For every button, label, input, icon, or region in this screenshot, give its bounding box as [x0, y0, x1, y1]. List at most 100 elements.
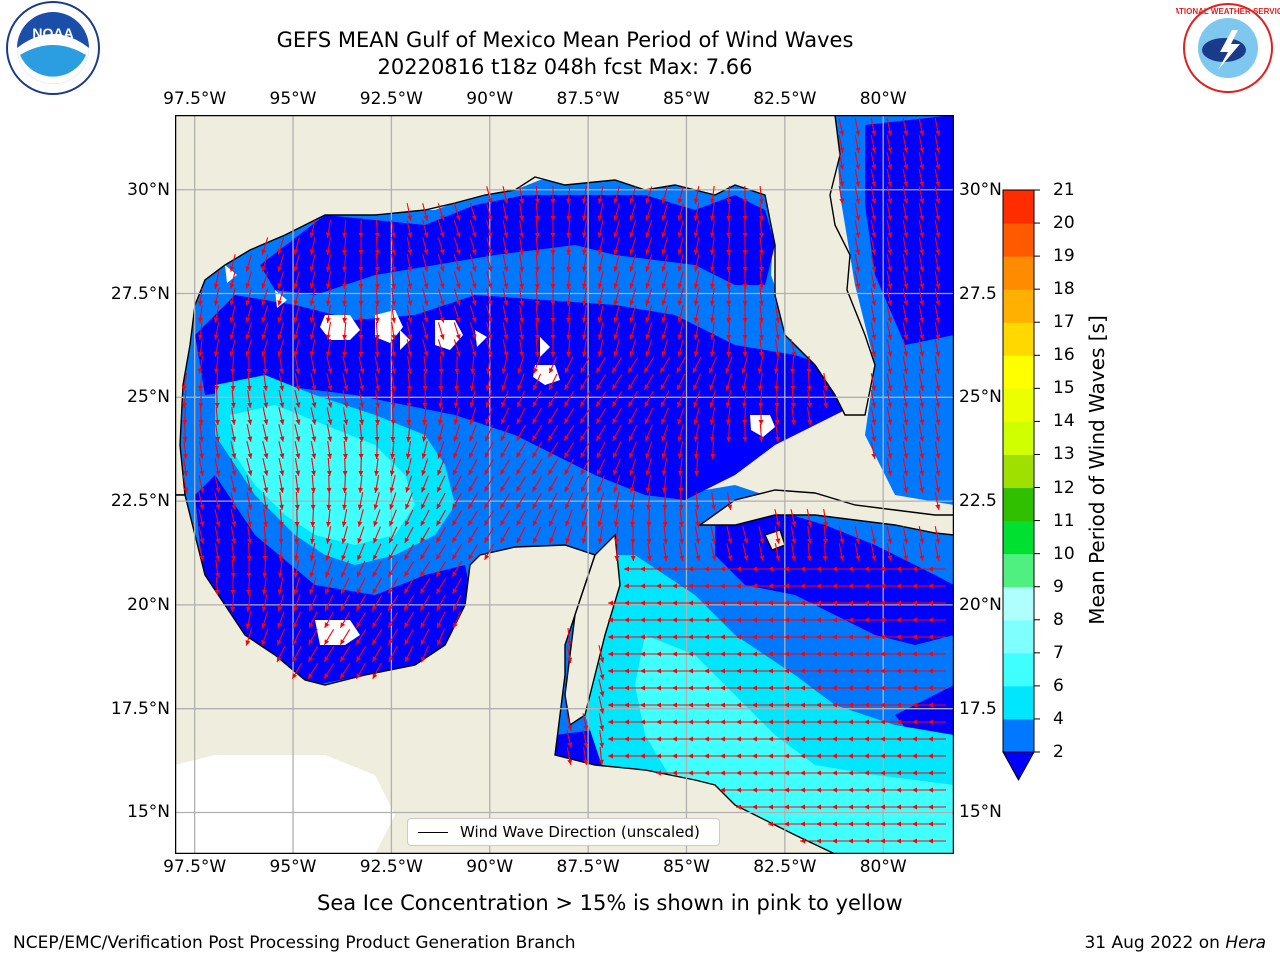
wave-arrow-head	[229, 300, 235, 306]
wave-arrow-head	[263, 385, 268, 391]
wave-arrow-head	[645, 300, 651, 306]
wave-arrow-head	[597, 232, 603, 238]
wave-arrow-head	[262, 556, 268, 561]
wave-arrow-head	[912, 566, 917, 572]
wave-arrow-head	[294, 555, 299, 561]
wave-arrow-head	[816, 634, 821, 640]
wave-arrow-head	[183, 487, 189, 493]
wave-arrow-head	[919, 385, 925, 391]
wave-arrow-head	[549, 384, 554, 390]
wave-arrow-head	[455, 300, 461, 306]
wave-arrow-head	[758, 385, 763, 391]
wave-arrow-head	[407, 283, 413, 289]
wave-arrow-head	[326, 521, 331, 527]
wave-arrow-head	[720, 753, 725, 759]
wave-arrow-head	[487, 317, 493, 323]
wave-arrow-head	[391, 283, 396, 289]
wave-arrow-head	[742, 402, 747, 408]
wave-arrow-head	[455, 215, 461, 221]
wave-arrow-head	[688, 617, 693, 623]
wave-arrow-head	[758, 317, 764, 323]
wave-arrow-head	[720, 600, 725, 606]
wave-arrow-head	[423, 317, 429, 323]
wave-arrow-head	[896, 668, 901, 674]
wave-arrow-head	[832, 685, 837, 691]
wave-arrow-head	[293, 622, 298, 629]
wave-arrow-head	[246, 606, 251, 612]
wave-arrow-head	[423, 266, 429, 272]
wave-arrow-head	[309, 317, 315, 323]
wave-arrow-head	[919, 130, 925, 136]
wave-arrow-head	[800, 821, 805, 827]
wave-arrow-head	[404, 588, 409, 594]
wave-arrow-head	[629, 487, 635, 493]
wave-arrow-head	[896, 617, 901, 623]
wave-arrow-head	[693, 384, 698, 391]
lat-tick-left: 20°N	[127, 594, 170, 615]
map-frame	[175, 115, 954, 854]
wave-arrow-head	[277, 351, 283, 357]
wave-arrow-head	[758, 436, 764, 442]
wave-arrow-head	[455, 283, 461, 289]
wave-arrow-head	[516, 418, 522, 424]
wave-arrow-head	[245, 640, 251, 646]
wave-arrow-head	[758, 283, 764, 289]
wave-arrow-head	[784, 634, 789, 640]
wave-arrow-head	[758, 232, 764, 238]
wave-arrow-head	[532, 418, 538, 424]
lon-tick-bottom: 95°W	[269, 857, 317, 877]
wave-arrow-head	[709, 419, 715, 425]
wave-arrow-head	[247, 504, 253, 510]
wave-arrow-head	[709, 367, 714, 374]
wave-arrow-head	[261, 606, 267, 612]
wave-arrow-head	[420, 537, 426, 543]
wave-arrow-head	[640, 583, 645, 589]
wave-arrow-head	[672, 583, 677, 589]
wave-arrow-head	[373, 487, 379, 493]
wave-arrow-head	[358, 436, 364, 442]
wave-arrow-head	[864, 753, 869, 759]
wave-arrow-head	[736, 702, 741, 708]
wave-arrow-head	[661, 283, 667, 289]
wave-arrow-head	[903, 419, 909, 425]
wave-arrow-head	[679, 538, 685, 544]
lon-tick-top: 90°W	[466, 89, 514, 109]
wave-arrow-head	[628, 367, 633, 373]
wave-arrow-head	[656, 566, 661, 572]
wave-arrow-head	[775, 317, 781, 323]
wave-arrow-head	[246, 573, 252, 578]
wave-arrow-head	[855, 266, 861, 272]
wave-arrow-head	[624, 583, 629, 589]
wave-arrow-head	[628, 401, 634, 407]
wave-arrow-head	[277, 589, 283, 595]
lat-tick-left: 22.5°N	[110, 491, 170, 512]
wave-arrow-head	[613, 504, 619, 510]
wave-arrow-head	[628, 384, 633, 390]
wave-arrow-head	[816, 838, 821, 844]
wave-arrow-head	[436, 503, 442, 509]
wave-arrow-head	[532, 435, 538, 441]
wave-arrow-head	[880, 702, 885, 708]
wave-arrow-head	[752, 702, 757, 708]
wave-arrow-head	[864, 651, 869, 657]
wave-arrow-head	[516, 452, 522, 458]
wave-arrow-head	[580, 401, 585, 407]
wave-arrow-head	[896, 702, 901, 708]
wave-arrow-head	[500, 452, 506, 458]
wave-arrow-head	[390, 453, 396, 459]
wave-arrow-head	[390, 419, 396, 425]
wave-arrow-head	[487, 232, 493, 238]
colorbar-tick-label: 14	[1053, 411, 1075, 432]
wave-arrow-head	[710, 453, 716, 459]
wave-arrow-head	[471, 215, 477, 221]
wave-arrow-head	[903, 198, 909, 204]
wave-arrow-head	[661, 351, 667, 357]
wave-arrow-head	[903, 385, 909, 391]
wave-arrow-head	[548, 401, 554, 407]
wave-arrow-head	[325, 571, 330, 578]
wave-arrow-head	[263, 470, 269, 476]
wave-arrow-head	[550, 250, 556, 255]
wave-arrow-head	[295, 368, 301, 374]
wave-arrow-head	[855, 147, 861, 153]
wave-arrow-head	[624, 702, 629, 708]
